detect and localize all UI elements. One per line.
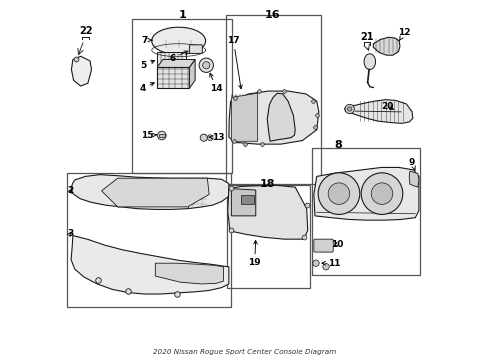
Text: 12: 12: [398, 28, 411, 41]
Polygon shape: [71, 175, 229, 210]
Bar: [241, 195, 254, 204]
Circle shape: [328, 183, 350, 204]
Polygon shape: [364, 54, 375, 69]
Polygon shape: [409, 171, 419, 187]
Polygon shape: [71, 235, 229, 294]
Text: 2: 2: [68, 186, 74, 195]
Polygon shape: [155, 263, 223, 284]
Circle shape: [207, 135, 213, 140]
Circle shape: [199, 58, 214, 72]
Polygon shape: [231, 189, 256, 216]
Polygon shape: [157, 59, 195, 67]
Polygon shape: [72, 56, 92, 86]
Text: 18: 18: [260, 179, 275, 189]
Circle shape: [157, 131, 166, 140]
Text: 13: 13: [209, 133, 224, 142]
Circle shape: [345, 104, 354, 114]
Text: 11: 11: [322, 259, 340, 268]
Text: 3: 3: [67, 229, 74, 238]
Polygon shape: [190, 59, 195, 88]
Text: 6: 6: [170, 51, 188, 63]
Circle shape: [347, 107, 352, 111]
Polygon shape: [231, 93, 258, 141]
Bar: [313, 148, 420, 275]
Polygon shape: [344, 100, 413, 123]
Text: 9: 9: [409, 158, 416, 170]
Polygon shape: [373, 37, 400, 55]
Text: 15: 15: [141, 131, 157, 140]
Circle shape: [203, 62, 210, 69]
Polygon shape: [101, 178, 209, 207]
Circle shape: [313, 260, 319, 266]
Polygon shape: [229, 91, 319, 144]
Polygon shape: [152, 27, 205, 54]
Circle shape: [200, 134, 207, 141]
Bar: [132, 19, 232, 173]
Circle shape: [361, 173, 403, 215]
Text: 2020 Nissan Rogue Sport Center Console Diagram: 2020 Nissan Rogue Sport Center Console D…: [153, 349, 337, 355]
Text: 16: 16: [265, 10, 281, 20]
Text: 14: 14: [210, 73, 222, 93]
FancyBboxPatch shape: [314, 239, 333, 252]
Bar: [227, 185, 310, 288]
Text: 10: 10: [331, 240, 343, 249]
Bar: [226, 15, 321, 184]
Circle shape: [371, 183, 393, 204]
Text: 7: 7: [142, 36, 152, 45]
Polygon shape: [228, 185, 308, 239]
Circle shape: [323, 264, 329, 270]
Text: 4: 4: [140, 83, 154, 93]
Polygon shape: [314, 167, 419, 220]
Polygon shape: [267, 93, 295, 141]
Circle shape: [318, 173, 360, 215]
Bar: [157, 67, 190, 88]
Text: 22: 22: [79, 26, 93, 36]
Text: 19: 19: [248, 240, 261, 267]
Text: 21: 21: [360, 32, 374, 41]
Text: 1: 1: [178, 10, 186, 20]
Text: 8: 8: [334, 140, 342, 150]
Bar: [157, 51, 186, 65]
Bar: [159, 134, 165, 137]
FancyBboxPatch shape: [190, 45, 202, 53]
Text: 17: 17: [227, 36, 242, 89]
Bar: [68, 173, 231, 307]
Text: 20: 20: [381, 102, 393, 111]
Text: 5: 5: [141, 60, 154, 70]
